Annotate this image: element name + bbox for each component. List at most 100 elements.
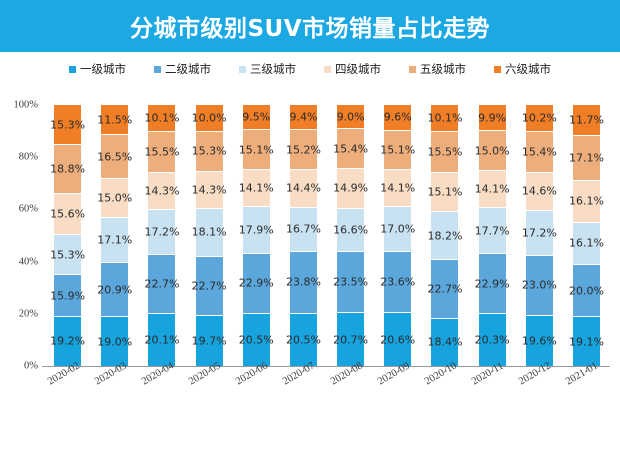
bar-column[interactable]: 10.1% 15.5% 14.3% 17.2% 22.7% 20.1% xyxy=(138,105,185,366)
bar-column[interactable]: 9.5% 15.1% 14.1% 17.9% 22.9% 20.5% xyxy=(233,105,280,366)
stacked-bar[interactable]: 9.5% 15.1% 14.1% 17.9% 22.9% 20.5% xyxy=(239,105,274,366)
bar-column[interactable]: 9.9% 15.0% 14.1% 17.7% 22.9% 20.3% xyxy=(469,105,516,366)
legend-item-3[interactable]: 三级城市 xyxy=(239,61,296,77)
bar-segment[interactable]: 17.2% xyxy=(522,210,557,256)
bar-segment[interactable]: 19.2% xyxy=(50,316,85,366)
bar-segment[interactable]: 19.1% xyxy=(569,317,604,366)
bar-segment[interactable]: 23.6% xyxy=(380,251,415,314)
bar-segment[interactable]: 20.0% xyxy=(569,265,604,318)
bar-column[interactable]: 10.1% 15.5% 15.1% 18.2% 22.7% 18.4% xyxy=(421,105,468,367)
bar-segment[interactable]: 15.6% xyxy=(50,194,85,236)
stacked-bar[interactable]: 10.2% 15.4% 14.6% 17.2% 23.0% 19.6% xyxy=(522,105,557,366)
bar-segment[interactable]: 14.3% xyxy=(192,171,227,210)
bar-segment[interactable]: 20.6% xyxy=(380,313,415,366)
stacked-bar[interactable]: 9.4% 15.2% 14.4% 16.7% 23.8% 20.5% xyxy=(286,105,321,366)
bar-segment[interactable]: 15.1% xyxy=(380,130,415,171)
bar-segment[interactable]: 19.0% xyxy=(97,317,132,366)
bar-segment[interactable]: 22.7% xyxy=(427,259,462,319)
bar-segment[interactable]: 23.5% xyxy=(333,251,368,314)
legend-item-4[interactable]: 四级城市 xyxy=(324,61,381,77)
bar-segment[interactable]: 15.5% xyxy=(144,131,179,173)
bar-segment[interactable]: 22.9% xyxy=(475,254,510,314)
bar-segment[interactable]: 20.1% xyxy=(144,314,179,366)
bar-segment[interactable]: 16.7% xyxy=(286,207,321,252)
bar-segment[interactable]: 15.4% xyxy=(333,129,368,170)
bar-segment[interactable]: 22.7% xyxy=(144,255,179,315)
legend-item-2[interactable]: 二级城市 xyxy=(154,61,211,77)
bar-segment[interactable]: 15.0% xyxy=(475,131,510,171)
bar-segment[interactable]: 20.7% xyxy=(333,313,368,366)
bar-segment[interactable]: 18.1% xyxy=(192,209,227,257)
bar-segment[interactable]: 17.1% xyxy=(569,135,604,181)
stacked-bar[interactable]: 10.1% 15.5% 15.1% 18.2% 22.7% 18.4% xyxy=(427,105,462,367)
bar-segment[interactable]: 14.1% xyxy=(239,169,274,208)
legend-item-5[interactable]: 五级城市 xyxy=(409,61,466,77)
bar-segment[interactable]: 15.0% xyxy=(97,178,132,219)
bar-segment[interactable]: 17.9% xyxy=(239,207,274,254)
bar-segment[interactable]: 17.0% xyxy=(380,207,415,252)
bar-segment[interactable]: 19.7% xyxy=(192,315,227,366)
bar-segment[interactable]: 15.3% xyxy=(50,235,85,276)
bar-segment[interactable]: 18.8% xyxy=(50,145,85,195)
stacked-bar[interactable]: 9.0% 15.4% 14.9% 16.6% 23.5% 20.7% xyxy=(333,105,368,366)
bar-segment[interactable]: 20.5% xyxy=(286,313,321,366)
bar-column[interactable]: 15.3% 18.8% 15.6% 15.3% 15.9% 19.2% xyxy=(44,105,91,366)
bar-segment[interactable]: 22.7% xyxy=(192,256,227,316)
bar-column[interactable]: 9.4% 15.2% 14.4% 16.7% 23.8% 20.5% xyxy=(280,105,327,366)
bar-segment[interactable]: 20.3% xyxy=(475,313,510,366)
bar-column[interactable]: 11.5% 16.5% 15.0% 17.1% 20.9% 19.0% xyxy=(91,105,138,366)
bar-segment[interactable]: 14.6% xyxy=(522,172,557,211)
bar-segment[interactable]: 10.1% xyxy=(144,105,179,132)
bar-segment[interactable]: 17.1% xyxy=(97,218,132,263)
stacked-bar[interactable]: 15.3% 18.8% 15.6% 15.3% 15.9% 19.2% xyxy=(50,105,85,366)
bar-segment[interactable]: 17.2% xyxy=(144,210,179,256)
bar-segment[interactable]: 14.1% xyxy=(380,170,415,208)
bar-segment[interactable]: 15.5% xyxy=(427,131,462,173)
bar-segment[interactable]: 11.7% xyxy=(569,105,604,136)
bar-segment[interactable]: 9.9% xyxy=(478,105,506,132)
bar-segment[interactable]: 18.4% xyxy=(427,318,462,367)
bar-segment[interactable]: 16.6% xyxy=(333,208,368,252)
bar-segment[interactable]: 14.1% xyxy=(475,170,510,208)
bar-segment[interactable]: 15.3% xyxy=(50,105,85,146)
bar-column[interactable]: 11.7% 17.1% 16.1% 16.1% 20.0% 19.1% xyxy=(563,105,610,366)
bar-segment[interactable]: 14.4% xyxy=(286,169,321,208)
bar-column[interactable]: 10.2% 15.4% 14.6% 17.2% 23.0% 19.6% xyxy=(516,105,563,366)
bar-segment[interactable]: 14.9% xyxy=(333,169,368,209)
bar-column[interactable]: 9.0% 15.4% 14.9% 16.6% 23.5% 20.7% xyxy=(327,105,374,366)
stacked-bar[interactable]: 11.7% 17.1% 16.1% 16.1% 20.0% 19.1% xyxy=(569,105,604,366)
bar-segment[interactable]: 23.0% xyxy=(522,255,557,316)
bar-segment[interactable]: 15.1% xyxy=(427,172,462,213)
bar-segment[interactable]: 23.8% xyxy=(286,251,321,314)
stacked-bar[interactable]: 9.9% 15.0% 14.1% 17.7% 22.9% 20.3% xyxy=(475,105,510,366)
bar-segment[interactable]: 16.5% xyxy=(97,135,132,179)
bar-segment[interactable]: 18.2% xyxy=(427,212,462,260)
stacked-bar[interactable]: 10.0% 15.3% 14.3% 18.1% 22.7% 19.7% xyxy=(192,105,227,366)
bar-segment[interactable]: 16.1% xyxy=(569,222,604,265)
bar-segment[interactable]: 17.7% xyxy=(475,207,510,255)
stacked-bar[interactable]: 10.1% 15.5% 14.3% 17.2% 22.7% 20.1% xyxy=(144,105,179,366)
bar-segment[interactable]: 10.0% xyxy=(192,105,227,132)
bar-segment[interactable]: 14.3% xyxy=(144,172,179,211)
bar-column[interactable]: 9.6% 15.1% 14.1% 17.0% 23.6% 20.6% xyxy=(374,105,421,366)
bar-segment[interactable]: 15.3% xyxy=(192,131,227,172)
stacked-bar[interactable]: 9.6% 15.1% 14.1% 17.0% 23.6% 20.6% xyxy=(380,105,415,366)
bar-segment[interactable]: 11.5% xyxy=(97,105,132,136)
bar-segment[interactable]: 15.4% xyxy=(522,132,557,173)
bar-column[interactable]: 10.0% 15.3% 14.3% 18.1% 22.7% 19.7% xyxy=(186,105,233,366)
bar-segment[interactable]: 10.1% xyxy=(427,105,462,132)
bar-segment[interactable]: 20.9% xyxy=(97,262,132,318)
bar-segment[interactable]: 15.9% xyxy=(50,275,85,317)
bar-segment[interactable]: 20.5% xyxy=(239,313,274,366)
bar-segment[interactable]: 16.1% xyxy=(569,180,604,223)
bar-segment[interactable]: 9.0% xyxy=(337,105,365,130)
bar-segment[interactable]: 15.2% xyxy=(286,130,321,170)
bar-segment[interactable]: 15.1% xyxy=(239,130,274,170)
stacked-bar[interactable]: 11.5% 16.5% 15.0% 17.1% 20.9% 19.0% xyxy=(97,105,132,366)
bar-segment[interactable]: 9.5% xyxy=(242,105,270,131)
legend-item-1[interactable]: 一级城市 xyxy=(69,61,126,77)
bar-segment[interactable]: 9.6% xyxy=(384,105,412,131)
bar-segment[interactable]: 22.9% xyxy=(239,253,274,314)
legend-item-6[interactable]: 六级城市 xyxy=(494,61,551,77)
bar-segment[interactable]: 10.2% xyxy=(522,105,557,133)
